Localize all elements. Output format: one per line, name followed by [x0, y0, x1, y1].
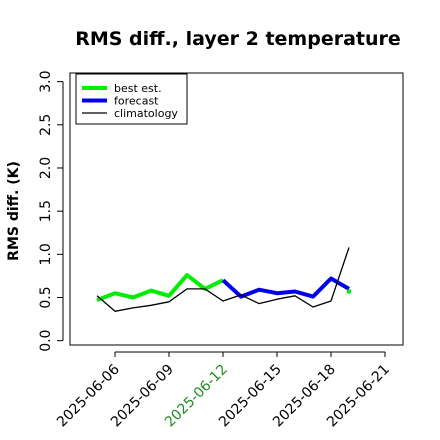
series-layer [96, 247, 351, 312]
y-tick-label: 2.5 [38, 114, 54, 136]
y-axis: 0.0 0.5 1.0 1.5 2.0 2.5 3.0 [38, 71, 64, 352]
y-tick-label: 1.0 [38, 243, 54, 265]
y-axis-label: RMS diff. (K) [6, 161, 22, 261]
y-tick-label: 0.5 [38, 286, 54, 308]
chart-title: RMS diff., layer 2 temperature [75, 28, 401, 50]
x-axis: 2025-06-062025-06-092025-06-122025-06-15… [54, 351, 393, 430]
series-line-forecast [221, 276, 351, 299]
series-line-climatology [96, 247, 350, 312]
legend-box [75, 73, 188, 125]
y-tick-label: 1.5 [38, 200, 54, 222]
y-tick-label: 0.0 [38, 330, 54, 352]
legend-label: climatology [114, 107, 178, 120]
plot-area-frame [69, 72, 404, 346]
y-tick-label: 3.0 [38, 71, 54, 93]
legend-label: forecast [114, 95, 159, 108]
series-line-best-est [96, 273, 224, 302]
y-tick-label: 2.0 [38, 157, 54, 179]
legend-label: best est. [114, 82, 162, 95]
